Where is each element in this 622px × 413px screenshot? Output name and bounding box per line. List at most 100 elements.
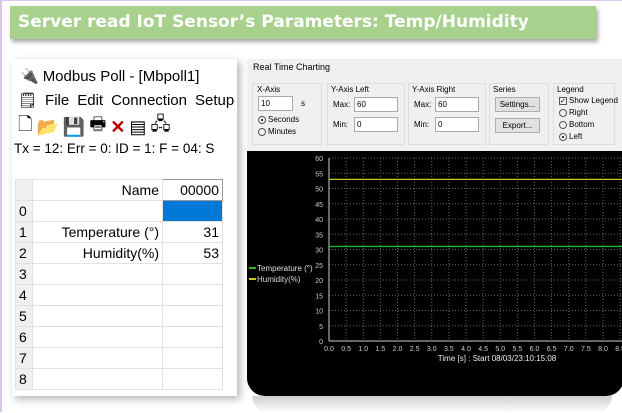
xaxis-input[interactable]: 10 (258, 96, 293, 111)
doc-icon: 🗒 (18, 92, 38, 109)
row-value[interactable]: 31 (162, 221, 223, 243)
x-tick-label: 8.5 (615, 346, 622, 353)
table-row[interactable]: 1 Temperature (°) 31 (15, 221, 223, 243)
row-index: 2 (15, 242, 33, 264)
show-legend-checkbox[interactable]: ✓ Show Legend (559, 96, 618, 105)
series-label: Series (493, 85, 516, 94)
row-name[interactable]: Humidity(%) (32, 242, 163, 264)
delete-icon[interactable]: ✕ (110, 116, 126, 137)
menu-edit[interactable]: Edit (77, 91, 104, 109)
table-row[interactable]: 8 (15, 368, 223, 390)
app-icon: 🔌 (20, 68, 39, 85)
row-value[interactable] (162, 284, 223, 306)
yright-min-label: Min: (414, 120, 430, 129)
row-name[interactable] (32, 200, 163, 222)
x-tick-label: 7.5 (581, 346, 591, 353)
x-tick-label: 4.5 (478, 346, 488, 353)
status-line: Tx = 12: Err = 0: ID = 1: F = 04: S (14, 141, 215, 156)
yright-max-label: Max: (414, 100, 432, 109)
x-tick-label: 3.5 (444, 346, 454, 353)
open-icon[interactable]: 📂 (36, 116, 59, 137)
row-index: 1 (15, 221, 33, 243)
legend-bottom-radio[interactable]: Bottom (559, 120, 594, 129)
row-value[interactable]: 53 (162, 242, 223, 264)
y-tick-label: 10 (315, 309, 323, 316)
row-name[interactable] (32, 368, 163, 390)
x-tick-label: 5.0 (495, 346, 505, 353)
y-tick-label: 50 (315, 187, 323, 194)
yright-max-input[interactable]: 60 (435, 97, 479, 112)
y-tick-label: 35 (315, 232, 323, 239)
row-index: 4 (15, 284, 33, 306)
y-tick-label: 5 (319, 324, 323, 331)
legend-label: Legend (557, 85, 584, 94)
seconds-radio[interactable]: Seconds (258, 115, 299, 124)
settings-button[interactable]: Settings... (495, 97, 540, 112)
yright-label: Y-Axis Right (412, 85, 456, 94)
x-tick-label: 2.0 (393, 346, 403, 353)
table-header: Name 00000 (15, 179, 223, 201)
minutes-radio[interactable]: Minutes (258, 127, 296, 136)
y-tick-label: 20 (315, 278, 323, 285)
table-row[interactable]: 6 (15, 326, 223, 348)
yleft-max-label: Max: (333, 100, 351, 109)
window-icon[interactable]: ▤ (129, 116, 147, 137)
y-tick-label: 0 (319, 339, 323, 346)
row-value[interactable] (162, 200, 223, 222)
x-tick-label: 7.0 (564, 346, 574, 353)
yleft-max-input[interactable]: 60 (354, 97, 398, 112)
table-row[interactable]: 4 (15, 284, 223, 306)
connect-icon[interactable]: 🖧 (150, 114, 171, 134)
row-value[interactable] (162, 263, 223, 285)
row-name[interactable]: Temperature (°) (32, 221, 163, 243)
x-tick-label: 4.0 (461, 346, 471, 353)
xaxis-unit: s (301, 99, 305, 108)
export-button[interactable]: Export... (495, 118, 540, 133)
yleft-min-input[interactable]: 0 (354, 117, 398, 132)
x-tick-label: 0.0 (324, 346, 334, 353)
modbus-poll-window: 🔌 Modbus Poll - [Mbpoll1] 🗒 File Edit Con… (12, 59, 237, 396)
legend-right-radio[interactable]: Right (559, 108, 588, 117)
xaxis-label: X-Axis (257, 85, 281, 94)
x-axis-label: Time [s] : Start 08/03/23:10:15:08 (438, 354, 557, 363)
menu-file[interactable]: File (45, 91, 70, 109)
table-row[interactable]: 5 (15, 305, 223, 327)
reflection (252, 396, 612, 413)
row-name[interactable] (32, 305, 163, 327)
yleft-min-label: Min: (333, 120, 349, 129)
row-value[interactable] (162, 326, 223, 348)
y-tick-label: 15 (315, 293, 323, 300)
row-value[interactable] (162, 347, 223, 369)
row-index: 3 (15, 263, 33, 285)
y-tick-label: 25 (315, 263, 323, 270)
x-tick-label: 5.5 (513, 346, 523, 353)
yright-min-input[interactable]: 0 (435, 117, 479, 132)
print-icon[interactable]: 🖶 (89, 114, 107, 134)
row-value[interactable] (162, 305, 223, 327)
table-row[interactable]: 3 (15, 263, 223, 285)
row-name[interactable] (32, 347, 163, 369)
y-tick-label: 40 (315, 217, 323, 224)
row-index: 6 (15, 326, 33, 348)
row-value[interactable] (162, 368, 223, 390)
new-icon[interactable]: 🗋 (18, 114, 33, 134)
table-row[interactable]: 0 (15, 200, 223, 222)
row-name[interactable] (32, 263, 163, 285)
menu-setup[interactable]: Setup (194, 91, 235, 109)
legend-entry: Humidity(%) (257, 275, 301, 284)
menu-connection[interactable]: Connection (111, 91, 187, 109)
slide-title: Server read IoT Sensor’s Parameters: Tem… (10, 6, 596, 39)
row-name[interactable] (32, 326, 163, 348)
legend-left-radio[interactable]: Left (559, 132, 582, 141)
table-row[interactable]: 7 (15, 347, 223, 369)
x-tick-label: 3.0 (427, 346, 437, 353)
legend-entry: Temperature (°) (257, 264, 313, 273)
table-row[interactable]: 2 Humidity(%) 53 (15, 242, 223, 264)
menu-bar: 🗒 File Edit Connection Setup F (12, 87, 237, 113)
save-icon[interactable]: 💾 (62, 116, 86, 137)
y-tick-label: 60 (315, 156, 323, 163)
row-name[interactable] (32, 284, 163, 306)
row-index: 0 (15, 200, 33, 222)
row-index: 8 (15, 368, 33, 390)
x-tick-label: 1.0 (358, 346, 368, 353)
